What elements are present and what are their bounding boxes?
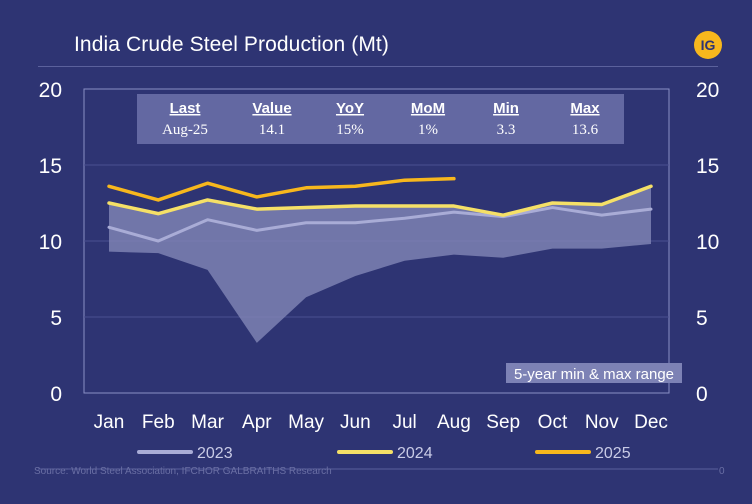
y-tick-label-left: 5 xyxy=(50,307,62,330)
y-tick-label-left: 10 xyxy=(39,231,62,254)
stats-value: 3.3 xyxy=(497,122,516,138)
range-band-label: 5-year min & max range xyxy=(514,366,674,383)
stats-value: 13.6 xyxy=(572,122,599,138)
chart-title: India Crude Steel Production (Mt) xyxy=(74,33,389,56)
x-tick-label: Aug xyxy=(437,412,471,433)
x-tick-label: Sep xyxy=(486,412,520,433)
legend-label-2024: 2024 xyxy=(397,445,433,462)
range-band xyxy=(109,186,651,343)
x-tick-label: May xyxy=(288,412,324,433)
x-tick-label: Jun xyxy=(340,412,371,433)
title-divider xyxy=(38,66,718,67)
stats-header: MoM xyxy=(411,100,445,117)
stats-header: Min xyxy=(493,100,519,117)
stats-value: Aug-25 xyxy=(162,122,208,138)
x-tick-label: Dec xyxy=(634,412,668,433)
x-tick-label: Jul xyxy=(392,412,416,433)
stats-header: Last xyxy=(170,100,201,117)
stats-header: Max xyxy=(570,100,600,117)
y-tick-label-right: 5 xyxy=(696,307,708,330)
stats-header: Value xyxy=(252,100,291,117)
x-tick-label: Nov xyxy=(585,412,619,433)
y-tick-label-left: 15 xyxy=(39,155,62,178)
stats-header: YoY xyxy=(336,100,364,117)
y-tick-label-right: 0 xyxy=(696,383,708,406)
y-tick-label-left: 0 xyxy=(50,383,62,406)
x-tick-label: Feb xyxy=(142,412,175,433)
y-tick-label-right: 10 xyxy=(696,231,719,254)
x-tick-label: Mar xyxy=(191,412,224,433)
ig-logo: IG xyxy=(694,31,722,59)
x-tick-label: Apr xyxy=(242,412,272,433)
x-tick-label: Oct xyxy=(538,412,568,433)
stats-table-box xyxy=(137,94,624,144)
page-number: 0 xyxy=(719,466,725,477)
legend-label-2025: 2025 xyxy=(595,445,631,462)
x-tick-label: Jan xyxy=(94,412,125,433)
y-tick-label-left: 20 xyxy=(39,79,62,102)
stats-value: 1% xyxy=(418,122,438,138)
stats-value: 14.1 xyxy=(259,122,285,138)
range-label-box xyxy=(506,363,682,383)
series-line-2025 xyxy=(107,176,456,202)
series-line-2024 xyxy=(107,184,653,217)
series-line-2023 xyxy=(107,206,653,243)
source-note: Source: World Steel Association, IFCHOR … xyxy=(34,466,332,477)
y-tick-label-right: 20 xyxy=(696,79,719,102)
y-tick-label-right: 15 xyxy=(696,155,719,178)
legend-label-2023: 2023 xyxy=(197,445,233,462)
stats-value: 15% xyxy=(336,122,364,138)
